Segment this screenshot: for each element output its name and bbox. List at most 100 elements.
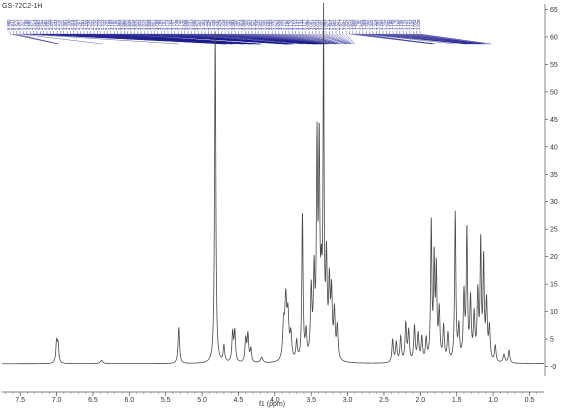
peak-label: 3.127 xyxy=(302,19,307,30)
peak-label: 3.292 xyxy=(265,19,270,30)
peak-label-connector xyxy=(251,31,322,45)
peak-label-connector xyxy=(271,31,328,45)
peak-label-connector xyxy=(419,31,492,45)
y-tick-label: 25 xyxy=(550,227,558,234)
peak-label: 3.448 xyxy=(204,19,209,30)
y-tick-label: 35 xyxy=(550,172,558,179)
peak-label: 3.409 xyxy=(224,19,229,30)
peak-label: 3.865 xyxy=(117,19,122,30)
peak-label-connector xyxy=(349,31,432,45)
peak-label: 4.433 xyxy=(53,19,58,30)
peak-label: 1.824 xyxy=(349,19,354,30)
peak-label-connector xyxy=(191,31,309,45)
peak-label: 3.368 xyxy=(241,19,246,30)
peak-label: 3.223 xyxy=(282,19,287,30)
peak-label: 6.980 xyxy=(6,19,11,30)
peak-label-connector xyxy=(392,31,479,45)
x-tick-label: 1.0 xyxy=(488,397,498,404)
peak-label-connector xyxy=(298,31,338,45)
y-tick-label: 65 xyxy=(550,7,558,14)
x-tick-label: 6.5 xyxy=(88,397,98,404)
peak-label-connector xyxy=(322,31,348,45)
peak-label: 3.385 xyxy=(235,19,240,30)
peak-label-connector xyxy=(379,31,472,45)
peak-label-connector xyxy=(261,31,325,45)
peak-label-connector xyxy=(319,31,347,45)
peak-label: 1.340 xyxy=(369,19,374,30)
peak-label: 3.186 xyxy=(285,19,290,30)
peak-label-connector xyxy=(352,31,434,45)
peak-label: 2.941 xyxy=(335,19,340,30)
peak-label-group: 6.9806.9776.9706.3675.3174.7004.6804.671… xyxy=(6,19,492,45)
peak-label: 3.829 xyxy=(134,19,139,30)
peak-label-connector xyxy=(285,31,332,45)
y-tick-label: 15 xyxy=(550,282,558,289)
peak-label: 3.774 xyxy=(164,19,169,30)
peak-label: 3.782 xyxy=(161,19,166,30)
peak-label-connector xyxy=(13,31,59,45)
peak-label-connector xyxy=(117,31,262,45)
x-axis: 7.5 7.0 6.5 6.0 5.5 5.0 4.5 4.0 3.5 3.0 2.5 2.0 1.5 1… xyxy=(2,391,544,404)
peak-label-connector xyxy=(23,31,180,45)
peak-label: 6.970 xyxy=(13,19,18,30)
peak-label: 4.416 xyxy=(56,19,61,30)
peak-label-connector xyxy=(248,31,322,45)
peak-label: 4.594 xyxy=(40,19,45,30)
peak-label: 1.360 xyxy=(366,19,371,30)
peak-label: 4.235 xyxy=(87,19,92,30)
peak-label-connector xyxy=(292,31,336,45)
peak-label: 4.231 xyxy=(90,19,95,30)
peak-label: 1.265 xyxy=(379,19,384,30)
peak-label-connector xyxy=(345,31,355,45)
peak-label: 3.393 xyxy=(231,19,236,30)
peak-label-connector xyxy=(16,31,59,45)
y-tick-label: 40 xyxy=(550,144,558,151)
peak-label-connector xyxy=(382,31,474,45)
peak-label: 3.860 xyxy=(120,19,125,30)
peak-label: 1.129 xyxy=(403,19,408,30)
peak-label: 4.256 xyxy=(83,19,88,30)
x-axis-title: f1 (ppm) xyxy=(259,401,285,408)
peak-label: 1.196 xyxy=(389,19,394,30)
peak-label-connector xyxy=(265,31,326,45)
x-tick-label: 6.0 xyxy=(124,397,134,404)
x-tick-label: 1.5 xyxy=(452,397,462,404)
peak-label-connector xyxy=(278,31,330,45)
peak-label: 3.031 xyxy=(312,19,317,30)
peak-label-connector xyxy=(282,31,331,45)
peak-label: 1.034 xyxy=(413,19,418,30)
peak-label: 3.834 xyxy=(130,19,135,30)
peak-label: 4.199 xyxy=(107,19,112,30)
peak-label: 2.952 xyxy=(332,19,337,30)
peak-label: 4.297 xyxy=(77,19,82,30)
peak-label: 3.430 xyxy=(214,19,219,30)
peak-label-connector xyxy=(339,31,352,45)
peak-label: 3.283 xyxy=(268,19,273,30)
peak-label: 4.671 xyxy=(30,19,35,30)
peak-label: 2.960 xyxy=(329,19,334,30)
peak-label-connector xyxy=(308,31,341,45)
peak-label: 3.360 xyxy=(245,19,250,30)
peak-label-connector xyxy=(234,31,319,45)
peak-label-connector xyxy=(359,31,436,45)
peak-label: 3.795 xyxy=(154,19,159,30)
peak-label: 4.219 xyxy=(97,19,102,30)
sample-label: GS-72C2-1H xyxy=(2,3,42,10)
peak-label: 3.322 xyxy=(258,19,263,30)
peak-label: 3.341 xyxy=(251,19,256,30)
peak-label-connector xyxy=(355,31,435,45)
peak-label-connector xyxy=(312,31,342,45)
peak-label: 2.902 xyxy=(342,19,347,30)
peak-label: 1.136 xyxy=(399,19,404,30)
peak-label: 3.824 xyxy=(137,19,142,30)
peak-label-connector xyxy=(362,31,455,45)
peak-label-connector xyxy=(295,31,336,45)
peak-label-connector xyxy=(228,31,318,45)
x-tick-label: 4.5 xyxy=(234,397,244,404)
peak-label: 1.160 xyxy=(396,19,401,30)
peak-label: 3.418 xyxy=(221,19,226,30)
peak-label: 3.808 xyxy=(147,19,152,30)
peak-label: 1.800 xyxy=(352,19,357,30)
peak-label-connector xyxy=(329,31,350,45)
peak-label-connector xyxy=(268,31,327,45)
